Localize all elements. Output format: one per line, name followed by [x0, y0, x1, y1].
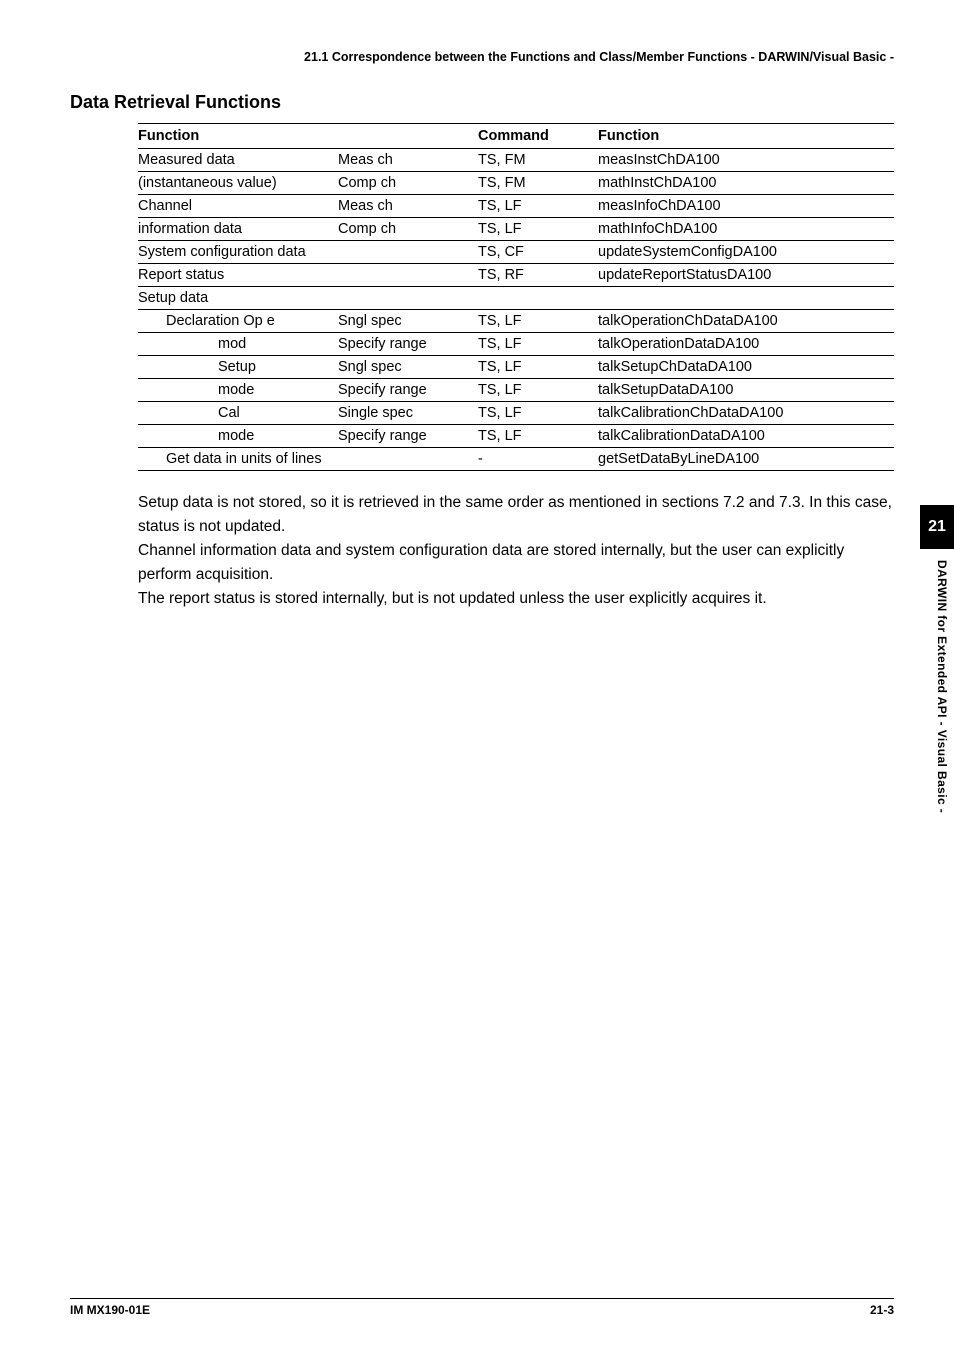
- table-cell: measInstChDA100: [598, 149, 894, 172]
- table-cell: mod: [138, 333, 338, 356]
- table-cell: TS, LF: [478, 310, 598, 333]
- table-cell: mathInstChDA100: [598, 172, 894, 195]
- side-tab-chapter: 21: [920, 505, 954, 549]
- table-cell: getSetDataByLineDA100: [598, 448, 894, 471]
- table-cell: Specify range: [338, 333, 478, 356]
- table-cell: TS, LF: [478, 333, 598, 356]
- table-cell: TS, RF: [478, 264, 598, 287]
- table-cell: TS, LF: [478, 218, 598, 241]
- table-cell: TS, FM: [478, 172, 598, 195]
- table-cell: talkSetupChDataDA100: [598, 356, 894, 379]
- table-cell: [598, 287, 894, 310]
- table-row: Report status TS, RFupdateReportStatusDA1…: [138, 264, 894, 287]
- table-cell: talkSetupDataDA100: [598, 379, 894, 402]
- table-row: information dataComp chTS, LFmathInfoChD…: [138, 218, 894, 241]
- table-row: Measured dataMeas chTS, FMmeasInstChDA10…: [138, 149, 894, 172]
- table-cell: Meas ch: [338, 149, 478, 172]
- table-cell: updateSystemConfigDA100: [598, 241, 894, 264]
- table-cell: [478, 287, 598, 310]
- table-cell: TS, LF: [478, 402, 598, 425]
- table-cell: Cal: [138, 402, 338, 425]
- table-cell: Sngl spec: [338, 310, 478, 333]
- th-command: Command: [478, 124, 598, 149]
- page-footer: IM MX190-01E 21-3: [70, 1298, 894, 1317]
- table-cell: talkCalibrationDataDA100: [598, 425, 894, 448]
- table-cell: Specify range: [338, 425, 478, 448]
- table-row: SetupSngl specTS, LFtalkSetupChDataDA100: [138, 356, 894, 379]
- data-retrieval-table: Function Command Function Measured dataM…: [138, 123, 894, 471]
- table-cell: TS, FM: [478, 149, 598, 172]
- table-row: Get data in units of lines -getSetDataByL…: [138, 448, 894, 471]
- side-tab-label: DARWIN for Extended API - Visual Basic -: [926, 560, 948, 813]
- running-head: 21.1 Correspondence between the Function…: [70, 50, 894, 64]
- table-cell: Comp ch: [338, 172, 478, 195]
- table-row: CalSingle specTS, LFtalkCalibrationChDat…: [138, 402, 894, 425]
- table-cell: Sngl spec: [338, 356, 478, 379]
- table-cell: -: [478, 448, 598, 471]
- section-title: Data Retrieval Functions: [70, 92, 894, 113]
- table-row: System configuration data TS, CFupdateSys…: [138, 241, 894, 264]
- table-row: modeSpecify rangeTS, LFtalkSetupDataDA10…: [138, 379, 894, 402]
- table-cell: (instantaneous value): [138, 172, 338, 195]
- table-cell: Declaration Op e: [138, 310, 338, 333]
- table-row: (instantaneous value)Comp chTS, FMmathIn…: [138, 172, 894, 195]
- table-cell: Measured data: [138, 149, 338, 172]
- table-cell: Single spec: [338, 402, 478, 425]
- table-cell: TS, LF: [478, 425, 598, 448]
- table-cell: mode: [138, 379, 338, 402]
- table-cell: updateReportStatusDA100: [598, 264, 894, 287]
- table-cell: Report status: [138, 264, 338, 287]
- footer-page-number: 21-3: [870, 1303, 894, 1317]
- table-cell: information data: [138, 218, 338, 241]
- table-cell: TS, LF: [478, 356, 598, 379]
- th-blank: [338, 124, 478, 149]
- table-cell: mode: [138, 425, 338, 448]
- table-cell: talkCalibrationChDataDA100: [598, 402, 894, 425]
- table-cell: Channel: [138, 195, 338, 218]
- table-row: modSpecify rangeTS, LFtalkOperationDataD…: [138, 333, 894, 356]
- table-cell: measInfoChDA100: [598, 195, 894, 218]
- table-cell: TS, LF: [478, 195, 598, 218]
- table-row: Setup data: [138, 287, 894, 310]
- table-cell: [338, 448, 478, 471]
- th-function: Function: [138, 124, 338, 149]
- table-row: ChannelMeas chTS, LFmeasInfoChDA100: [138, 195, 894, 218]
- table-cell: System configuration data: [138, 241, 338, 264]
- table-cell: Comp ch: [338, 218, 478, 241]
- table-cell: talkOperationChDataDA100: [598, 310, 894, 333]
- paragraph: The report status is stored internally, …: [138, 587, 894, 611]
- paragraph: Channel information data and system conf…: [138, 539, 894, 587]
- table-row: Declaration Op eSngl specTS, LFtalkOpera…: [138, 310, 894, 333]
- table-cell: Get data in units of lines: [138, 448, 338, 471]
- table-cell: mathInfoChDA100: [598, 218, 894, 241]
- table-cell: Setup data: [138, 287, 338, 310]
- table-cell: Specify range: [338, 379, 478, 402]
- table-cell: Meas ch: [338, 195, 478, 218]
- table-cell: Setup: [138, 356, 338, 379]
- table-cell: [338, 264, 478, 287]
- paragraph: Setup data is not stored, so it is retri…: [138, 491, 894, 539]
- th-function2: Function: [598, 124, 894, 149]
- table-cell: [338, 287, 478, 310]
- table-cell: TS, LF: [478, 379, 598, 402]
- body-text: Setup data is not stored, so it is retri…: [138, 491, 894, 611]
- table-cell: [338, 241, 478, 264]
- table-row: modeSpecify rangeTS, LFtalkCalibrationDa…: [138, 425, 894, 448]
- table-cell: talkOperationDataDA100: [598, 333, 894, 356]
- table-cell: TS, CF: [478, 241, 598, 264]
- footer-doc-id: IM MX190-01E: [70, 1303, 150, 1317]
